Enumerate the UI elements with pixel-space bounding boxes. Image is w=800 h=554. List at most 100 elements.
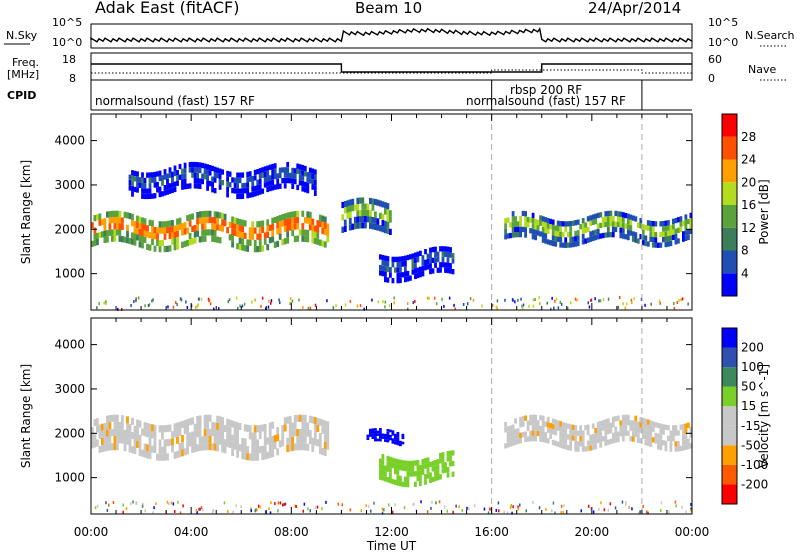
- data-cell: [208, 436, 212, 444]
- noise-cell: [394, 503, 396, 507]
- data-cell: [141, 236, 144, 243]
- data-cell: [281, 239, 285, 246]
- data-cell: [574, 430, 578, 436]
- data-cell: [394, 439, 397, 442]
- data-cell: [594, 433, 598, 439]
- data-cell: [113, 216, 117, 224]
- data-cell: [188, 214, 192, 221]
- data-cell: [243, 424, 247, 432]
- noise-cell: [367, 504, 370, 508]
- noise-cell: [199, 507, 201, 511]
- data-cell: [348, 205, 352, 212]
- data-cell: [273, 435, 277, 443]
- data-cell: [662, 429, 665, 435]
- data-cell: [131, 417, 134, 425]
- data-cell: [163, 453, 167, 461]
- data-cell: [188, 183, 192, 189]
- data-cell: [156, 181, 159, 188]
- data-cell: [316, 226, 320, 233]
- data-cell: [574, 425, 578, 431]
- nsky-top-tick: 10^5: [52, 16, 83, 29]
- data-cell: [241, 244, 245, 251]
- data-cell: [416, 476, 420, 482]
- data-cell: [151, 445, 154, 453]
- data-cell: [303, 443, 307, 451]
- data-cell: [646, 225, 650, 231]
- colorbar-swatch: [722, 250, 737, 274]
- data-cell: [404, 460, 407, 466]
- noise-cell: [259, 505, 261, 509]
- data-cell: [381, 470, 385, 476]
- data-cell: [394, 436, 397, 440]
- data-cell: [296, 163, 300, 169]
- data-cell: [198, 178, 202, 184]
- data-cell: [218, 237, 222, 244]
- x-tick-label: 08:00: [274, 525, 309, 539]
- data-cell: [206, 169, 209, 175]
- data-cell: [649, 236, 653, 242]
- data-cell: [511, 429, 515, 436]
- noise-cell: [98, 302, 100, 306]
- data-cell: [178, 443, 182, 451]
- data-cell: [386, 209, 390, 216]
- data-cell: [106, 211, 109, 218]
- data-cell: [667, 236, 670, 242]
- data-cell: [559, 437, 563, 443]
- data-cell: [121, 236, 124, 243]
- data-cell: [682, 434, 685, 440]
- data-cell: [241, 445, 245, 453]
- data-cell: [519, 226, 522, 232]
- data-cell: [404, 481, 407, 488]
- data-cell: [394, 256, 397, 263]
- data-cell: [396, 480, 400, 486]
- noise-cell: [166, 500, 169, 504]
- data-cell: [276, 184, 280, 190]
- data-cell: [667, 425, 670, 431]
- data-cell: [263, 438, 267, 446]
- data-cell: [624, 420, 628, 426]
- data-cell: [569, 434, 573, 441]
- data-cell: [226, 440, 229, 448]
- data-cell: [186, 239, 189, 247]
- data-cell: [586, 445, 590, 452]
- data-cell: [534, 414, 537, 420]
- data-cell: [639, 427, 643, 433]
- data-cell: [266, 176, 270, 182]
- data-cell: [318, 432, 322, 440]
- data-cell: [96, 418, 99, 426]
- data-cell: [451, 269, 455, 275]
- noise-cell: [468, 507, 470, 511]
- data-cell: [396, 267, 400, 273]
- data-cell: [596, 234, 600, 240]
- data-cell: [313, 237, 317, 245]
- data-cell: [176, 450, 179, 458]
- data-cell: [188, 162, 192, 168]
- data-cell: [293, 415, 297, 423]
- noise-cell: [200, 297, 203, 301]
- data-cell: [293, 173, 297, 179]
- data-cell: [121, 429, 124, 437]
- data-cell: [311, 444, 315, 452]
- data-cell: [579, 436, 583, 442]
- data-cell: [176, 422, 179, 430]
- data-cell: [323, 222, 327, 229]
- data-cell: [96, 425, 99, 433]
- noise-cell: [279, 501, 282, 505]
- data-cell: [399, 443, 402, 447]
- data-cell: [549, 218, 553, 225]
- data-cell: [301, 223, 305, 230]
- noise-cell: [371, 298, 373, 302]
- data-cell: [414, 252, 417, 258]
- noise-cell: [580, 509, 582, 513]
- data-cell: [196, 218, 199, 225]
- data-cell: [313, 424, 317, 432]
- noise-cell: [455, 504, 457, 508]
- data-cell: [193, 167, 197, 173]
- data-cell: [391, 262, 395, 268]
- data-cell: [549, 224, 553, 230]
- data-cell: [298, 229, 302, 236]
- data-cell: [251, 446, 255, 454]
- data-cell: [113, 414, 117, 422]
- noise-cell: [144, 509, 146, 513]
- data-cell: [233, 217, 237, 224]
